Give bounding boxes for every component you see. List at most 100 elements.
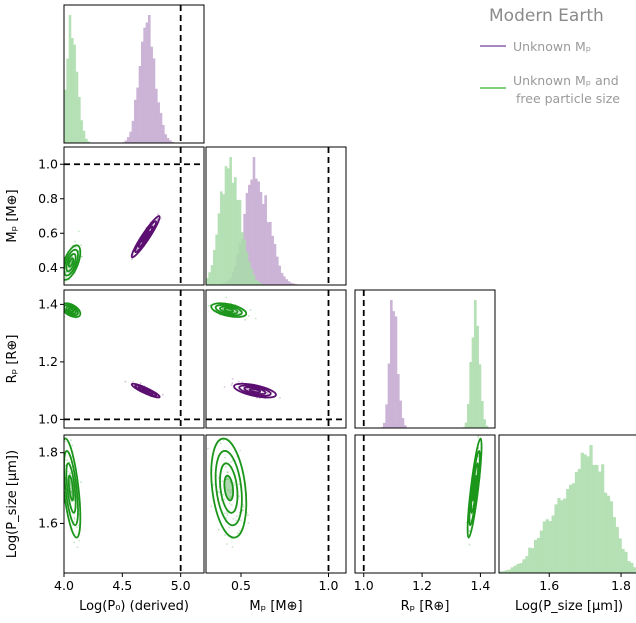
hist-bar-green [606, 495, 611, 573]
hist-bar-purple [399, 400, 402, 428]
scatter-point [70, 439, 72, 442]
scatter-point [77, 230, 80, 233]
hist-bar-green [542, 521, 546, 573]
hist-bar-green [252, 274, 256, 285]
scatter-point [60, 266, 62, 268]
scatter-point [242, 509, 244, 512]
x-tick-label: 1.0 [354, 578, 374, 593]
y-axis-label: Rₚ [R⊕] [5, 335, 20, 384]
hist-bar-purple [397, 374, 400, 428]
panel-content [60, 147, 204, 285]
hist-bar-green [464, 422, 468, 428]
hist-bar-green [504, 570, 509, 573]
contour-purple [137, 225, 154, 248]
scatter-point [266, 391, 268, 394]
scatter-point [232, 517, 235, 520]
hist-bar-green [531, 548, 535, 573]
contour-green [471, 474, 478, 502]
hist-bar-green [560, 500, 564, 573]
x-tick-label: 1.6 [539, 578, 559, 593]
hist-bar-green [241, 232, 244, 285]
hist-bar-green [71, 38, 74, 143]
scatter-point [74, 240, 77, 243]
scatter-point [226, 471, 229, 473]
scatter-point [278, 396, 281, 399]
scatter-point [70, 490, 73, 493]
hist-bar-green [224, 166, 228, 285]
hist-bar-purple [280, 272, 284, 285]
contour-purple [248, 388, 262, 394]
hist-bar-green [554, 504, 558, 573]
hist-bar-green [257, 281, 260, 285]
scatter-point [228, 502, 231, 505]
contour-green [214, 304, 243, 317]
scatter-point [69, 483, 72, 485]
contour-green [64, 248, 79, 277]
y-tick-label: 1.0 [38, 411, 58, 426]
panel-Rp-logP0: 1.0 1.2 1.4 Rₚ [R⊕] [5, 289, 205, 429]
hist-bar-green [66, 58, 69, 143]
hist-bar-purple [245, 192, 249, 285]
scatter-point [249, 309, 252, 311]
hist-bar-green [525, 556, 529, 573]
hist-bar-green [208, 272, 211, 285]
contour-green [67, 307, 75, 313]
panel-content [362, 435, 483, 573]
contour-purple [130, 215, 161, 259]
scatter-point [230, 503, 233, 506]
scatter-point [227, 478, 229, 481]
hist-bar-purple [266, 222, 270, 285]
scatter-point [223, 512, 226, 515]
hist-bar-green [618, 538, 622, 573]
x-axis-label: Mₚ [M⊕] [249, 599, 302, 614]
x-tick-label: 1.2 [412, 578, 432, 593]
hist-bar-green [604, 492, 608, 573]
hist-bar-green [586, 456, 590, 573]
scatter-point [225, 296, 228, 299]
panel-Mp-logP0: 0.4 0.6 0.8 1.0 Mₚ [M⊕] [5, 146, 205, 286]
panel-frame [498, 434, 636, 574]
hist-bar-purple [394, 316, 398, 428]
x-axis-label: Rₚ [R⊕] [401, 599, 450, 614]
hist-bar-green [222, 194, 225, 285]
scatter-point [60, 273, 62, 275]
hist-bar-purple [124, 140, 128, 143]
x-axis-label: Log(P_size [μm]) [515, 599, 623, 614]
scatter-point [71, 524, 74, 526]
panel-content [206, 147, 330, 285]
scatter-point [233, 310, 236, 313]
scatter-point [78, 539, 81, 542]
hist-bar-purple [259, 192, 263, 285]
scatter-point [64, 440, 67, 443]
scatter-point [81, 255, 83, 258]
scatter-point [236, 532, 239, 534]
contour-green [223, 474, 235, 502]
scatter-point [225, 478, 228, 481]
scatter-point [67, 425, 69, 427]
scatter-point [61, 415, 63, 417]
scatter-point [62, 449, 64, 451]
hist-bar-green [583, 454, 587, 573]
hist-bar-green [609, 501, 614, 573]
panel-Psize-Mp: 0.5 1.0 Mₚ [M⊕] [205, 434, 347, 614]
x-tick-label: 1.8 [611, 578, 631, 593]
scatter-point [228, 497, 231, 500]
hist-bar-green [566, 488, 570, 573]
hist-bar-purple [155, 88, 158, 143]
hist-bar-green [557, 498, 561, 573]
contour-green [64, 450, 79, 527]
hist-bar-purple [292, 283, 295, 285]
hist-bar-green [217, 213, 221, 285]
hist-bar-green [621, 548, 625, 573]
scatter-point [61, 455, 63, 457]
hist-bar-green [476, 325, 479, 428]
hist-bar-purple [404, 425, 407, 428]
hist-bar-green [259, 283, 263, 285]
scatter-point [239, 519, 242, 522]
scatter-point [161, 393, 164, 396]
hist-bar-green [630, 562, 634, 573]
scatter-point [266, 392, 269, 395]
hist-bar-purple [131, 120, 135, 143]
scatter-point [71, 444, 74, 447]
scatter-point [207, 447, 209, 450]
